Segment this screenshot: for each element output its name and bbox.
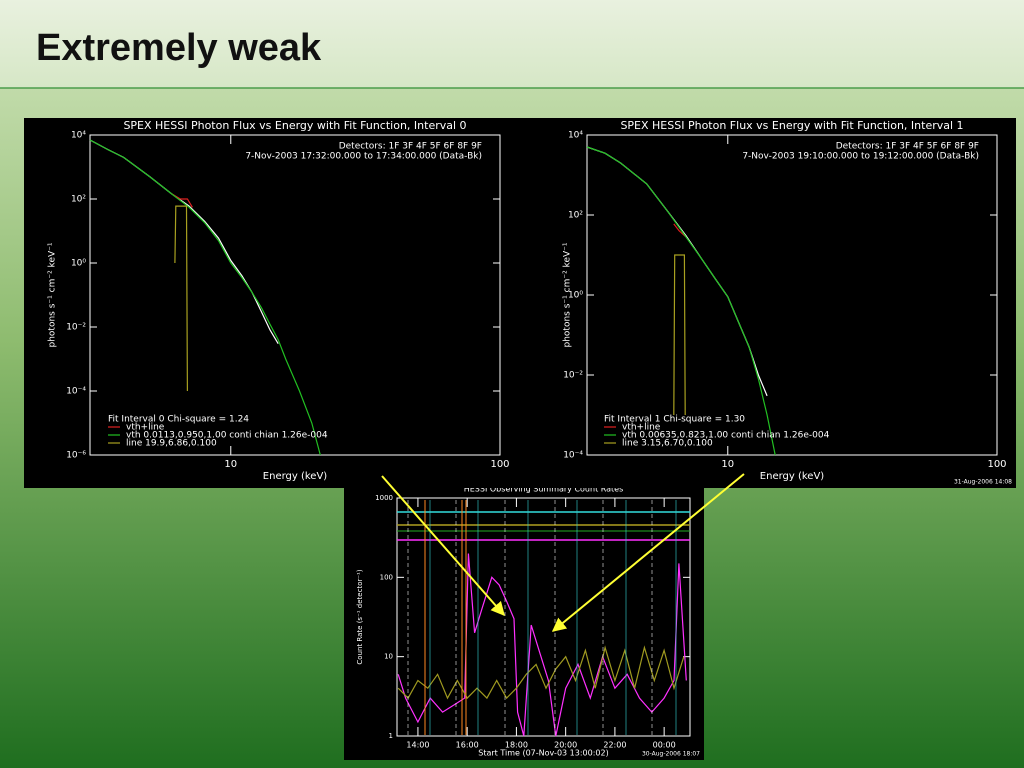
plot-frame — [89, 134, 501, 456]
panel — [344, 476, 704, 760]
y-tick-label: 10⁰ — [71, 259, 86, 269]
annotation: Detectors: 1F 3F 4F 5F 6F 8F 9F — [339, 142, 482, 152]
y-axis-label: photons s⁻¹ cm⁻² keV⁻¹ — [48, 242, 58, 347]
legend-title: Fit Interval 0 Chi-square = 1.24 — [108, 415, 249, 425]
plot-frame — [396, 497, 691, 737]
x-tick-label: 22:00 — [603, 741, 626, 750]
chart-title: SPEX HESSI Photon Flux vs Energy with Fi… — [620, 119, 963, 132]
legend-label: vth+line — [126, 423, 165, 433]
series-line — [673, 223, 687, 238]
x-tick-label: 100 — [987, 459, 1006, 470]
x-axis-label: Energy (keV) — [760, 471, 825, 482]
chart-title: HESSI Observing Summary Count Rates — [464, 485, 624, 494]
orbit-markers — [397, 500, 690, 735]
y-tick-label: 10² — [568, 211, 583, 221]
timestamp: 31-Aug-2006 14:08 — [954, 479, 1012, 486]
legend-label: line 19.9,6.86,0.100 — [126, 439, 217, 449]
timestamp: 30-Aug-2006 18:07 — [642, 751, 700, 758]
annotation: 7-Nov-2003 17:32:00.000 to 17:34:00.000 … — [245, 152, 482, 162]
y-tick-label: 10⁴ — [568, 131, 583, 141]
x-tick-label: 20:00 — [554, 741, 577, 750]
x-tick-label: 16:00 — [456, 741, 479, 750]
x-tick-label: 100 — [490, 459, 509, 470]
y-tick-label: 10⁴ — [71, 131, 86, 141]
header — [0, 0, 1024, 88]
panel — [539, 118, 1016, 488]
arrow — [381, 475, 505, 617]
y-axis-label: Count Rate (s⁻¹ detector⁻¹) — [356, 569, 364, 664]
chart: HESSI Observing Summary Count Rates Start… — [344, 476, 704, 760]
x-tick-label: 10 — [224, 459, 237, 470]
y-tick-label: 10⁰ — [568, 291, 583, 301]
y-tick-label: 10⁻⁶ — [66, 451, 86, 461]
x-axis-label: Start Time (07-Nov-03 13:00:02) — [478, 749, 608, 758]
arrow — [551, 473, 745, 632]
chart: SPEX HESSI Photon Flux vs Energy with Fi… — [24, 118, 539, 488]
chart-title: SPEX HESSI Photon Flux vs Energy with Fi… — [123, 119, 466, 132]
series-line — [89, 139, 321, 456]
legend-label: vth 0.0113,0.950,1.00 conti chian 1.26e-… — [126, 431, 328, 441]
x-tick-label: 14:00 — [406, 741, 429, 750]
series-line — [673, 254, 686, 416]
y-tick-label: 100 — [380, 573, 393, 581]
x-tick-label: 00:00 — [653, 741, 676, 750]
x-axis-label: Energy (keV) — [263, 471, 328, 482]
annotation: 7-Nov-2003 19:10:00.000 to 19:12:00.000 … — [742, 152, 979, 162]
series-line — [174, 205, 188, 392]
charts: HESSI Observing Summary Count Rates Start… — [24, 118, 1016, 760]
y-tick-label: 10⁻⁴ — [563, 451, 583, 461]
legend-label: vth 0.00635,0.823,1.00 conti chian 1.26e… — [622, 431, 830, 441]
y-axis-label: photons s⁻¹ cm⁻² keV⁻¹ — [563, 242, 573, 347]
y-tick-label: 10 — [384, 653, 393, 661]
arrows — [381, 473, 745, 632]
series-line — [397, 553, 687, 737]
y-tick-label: 10² — [71, 195, 86, 205]
y-tick-label: 1 — [389, 732, 393, 740]
legend-label: line 3.15,6.70,0.100 — [622, 439, 713, 449]
series-line — [397, 645, 685, 700]
x-tick-label: 18:00 — [505, 741, 528, 750]
x-tick-label: 10 — [721, 459, 734, 470]
series-line — [170, 192, 193, 208]
series-line — [586, 146, 776, 456]
panel — [24, 118, 539, 488]
annotation: Detectors: 1F 3F 4F 5F 6F 8F 9F — [836, 142, 979, 152]
chart: SPEX HESSI Photon Flux vs Energy with Fi… — [539, 118, 1016, 488]
legend-label: vth+line — [622, 423, 661, 433]
legend-title: Fit Interval 1 Chi-square = 1.30 — [604, 415, 745, 425]
y-tick-label: 10⁻⁴ — [66, 387, 86, 397]
slide-title: Extremely weak — [36, 27, 322, 69]
y-tick-label: 10⁻² — [563, 371, 583, 381]
y-tick-label: 10⁻² — [66, 323, 86, 333]
y-tick-label: 1000 — [375, 494, 393, 502]
